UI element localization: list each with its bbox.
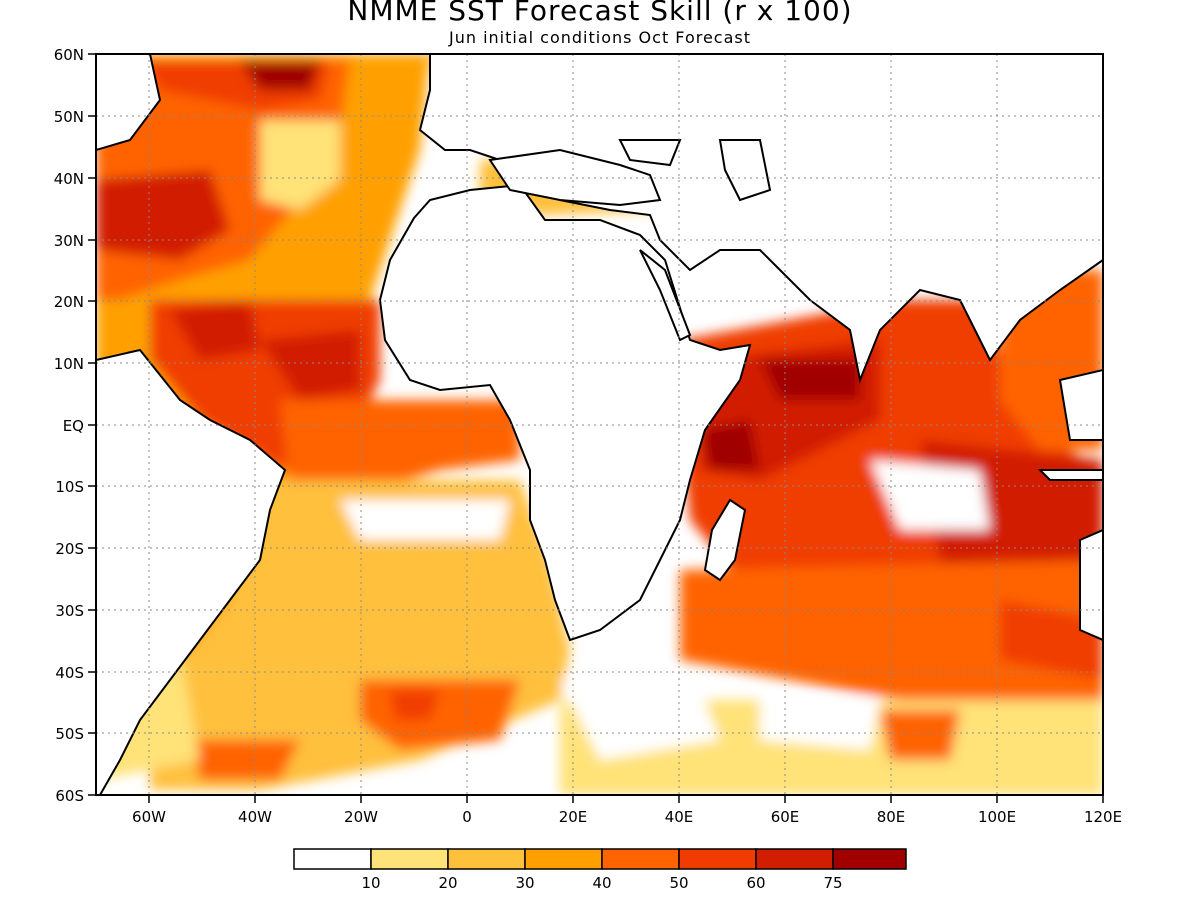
lon-label: 60E [771, 808, 800, 826]
colorbar-box [447, 848, 526, 870]
lon-label: 40W [238, 808, 272, 826]
skill-field [96, 54, 1103, 795]
north-america-land [96, 54, 162, 152]
lat-label: 20S [55, 540, 84, 558]
lon-label: 40E [665, 808, 694, 826]
lon-label: 0 [462, 808, 472, 826]
colorbar-level: 40 [592, 874, 611, 892]
colorbar-box [601, 848, 680, 870]
lat-label: 50S [55, 725, 84, 743]
lon-label: 20E [559, 808, 588, 826]
south-america-land [96, 348, 287, 795]
equatorial-atlantic-skill [280, 400, 520, 500]
lon-label: 60W [132, 808, 166, 826]
colorbar-box [524, 848, 603, 870]
eurasia-land [418, 54, 1103, 384]
lat-label: 60N [54, 46, 84, 64]
lat-label: 30N [54, 232, 84, 250]
lon-label: 20W [344, 808, 378, 826]
map-subtitle: Jun initial conditions Oct Forecast [448, 28, 752, 47]
landmasses [96, 54, 1103, 795]
map-title: NMME SST Forecast Skill (r x 100) [347, 0, 853, 27]
lat-label: 10S [55, 478, 84, 496]
lon-label: 120E [1084, 808, 1122, 826]
lat-label: 40S [55, 664, 84, 682]
colorbar-level: 10 [361, 874, 380, 892]
lon-label: 100E [978, 808, 1016, 826]
colorbar-box [678, 848, 757, 870]
colorbar-box [370, 848, 449, 870]
australia-land [1079, 528, 1103, 642]
colorbar-level: 30 [515, 874, 534, 892]
lat-label: 40N [54, 170, 84, 188]
lat-label: 10N [54, 355, 84, 373]
lat-label: 50N [54, 108, 84, 126]
colorbar-level: 50 [669, 874, 688, 892]
africa-land [378, 183, 752, 642]
colorbar-level: 60 [746, 874, 765, 892]
lat-label: 60S [55, 787, 84, 805]
lon-label: 80E [877, 808, 906, 826]
lat-label: 20N [54, 293, 84, 311]
colorbar-level: 20 [438, 874, 457, 892]
lat-label: 30S [55, 602, 84, 620]
colorbar-box [755, 848, 834, 870]
colorbar-box [832, 848, 907, 870]
colorbar-level: 75 [823, 874, 842, 892]
tick-marks [88, 53, 1104, 803]
colorbar: 10 20 30 40 50 60 75 [293, 848, 907, 892]
lat-label: EQ [63, 417, 84, 435]
colorbar-box [293, 848, 372, 870]
